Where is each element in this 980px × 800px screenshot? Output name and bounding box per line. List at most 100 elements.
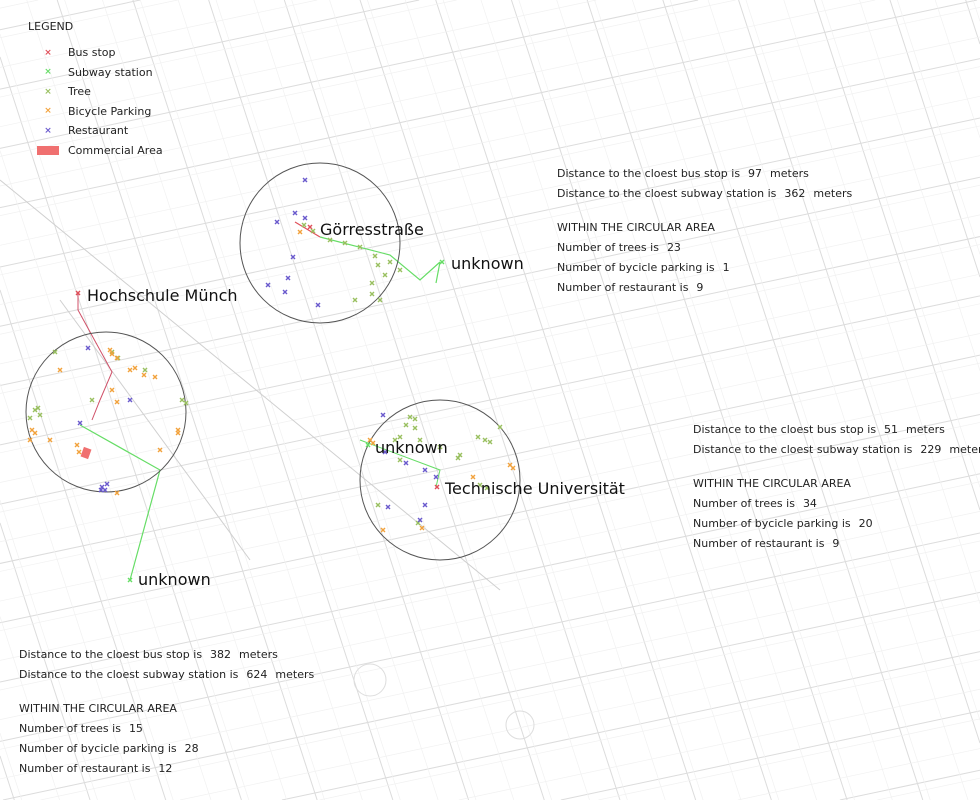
bicycle-parking-marker xyxy=(27,437,33,443)
bus-distance: 51 xyxy=(884,423,899,436)
street-line xyxy=(0,522,91,800)
label-tu: Technische Universität xyxy=(445,479,625,498)
street-line xyxy=(839,769,980,800)
bicycle-parking-marker xyxy=(470,474,476,480)
street-line xyxy=(669,0,931,800)
legend-item: × Tree xyxy=(28,82,163,102)
street-line xyxy=(0,500,98,800)
bike: 20 xyxy=(858,517,873,530)
bus-distance-line: Distance to the cloest bus stop is 97 mete… xyxy=(557,164,852,184)
bicycle-parking-marker xyxy=(419,525,425,531)
street-line xyxy=(738,0,980,744)
street-line xyxy=(598,718,980,800)
street-line xyxy=(632,0,893,800)
street-line xyxy=(0,236,980,446)
street-line xyxy=(359,0,621,800)
tree-marker xyxy=(484,485,490,491)
bus-distance: 97 xyxy=(748,167,763,180)
street-line xyxy=(0,616,60,800)
subway-prefix: Distance to the cloest subway station is xyxy=(19,668,239,681)
street-line xyxy=(281,651,980,800)
bus-unit: meters xyxy=(239,648,278,661)
street-line xyxy=(0,0,978,209)
trees-count-line: Number of trees is 15 xyxy=(19,719,314,739)
bicycle-parking-marker xyxy=(370,440,376,446)
street-line xyxy=(737,748,980,800)
rest: 9 xyxy=(832,537,840,550)
bicycle-parking-marker xyxy=(107,347,113,353)
subway-station-marker xyxy=(439,259,445,265)
bike: 1 xyxy=(722,261,730,274)
bike-count-line: Number of bycicle parking is 28 xyxy=(19,739,314,759)
bicycle-parking-marker xyxy=(380,527,386,533)
bicycle-parking-marker xyxy=(57,367,63,373)
street-line xyxy=(2,591,980,800)
subway-station-marker xyxy=(127,577,133,583)
bus-stop-marker xyxy=(434,484,440,490)
rest-prefix: Number of restaurant is xyxy=(557,281,689,294)
tree-marker xyxy=(342,240,348,246)
bicycle-parking-marker xyxy=(157,447,163,453)
street-line xyxy=(0,214,980,424)
cross-marker-icon: × xyxy=(44,47,52,58)
street-line xyxy=(877,777,980,800)
bicycle-parking-marker xyxy=(127,367,133,373)
bus-prefix: Distance to the cloest bus stop is xyxy=(19,648,203,661)
bike-count-line: Number of bycicle parking is 1 xyxy=(557,258,852,278)
tree-marker xyxy=(369,291,375,297)
restaurant-count-line: Number of restaurant is 12 xyxy=(19,759,314,779)
restaurant-marker xyxy=(285,275,291,281)
street-line xyxy=(404,0,666,800)
legend: LEGEND × Bus stop × Subway station × Tree × Bic… xyxy=(28,20,163,160)
street-line xyxy=(0,383,136,800)
legend-item-label: Commercial Area xyxy=(68,143,163,157)
tree-marker xyxy=(52,349,58,355)
street-line xyxy=(367,0,628,800)
restaurant-marker xyxy=(385,504,391,510)
restaurant-marker xyxy=(302,177,308,183)
street-line xyxy=(0,34,250,800)
street-line xyxy=(208,0,470,800)
trees-count-line: Number of trees is 23 xyxy=(557,238,852,258)
subway-prefix: Distance to the cloest subway station is xyxy=(693,443,913,456)
roundabout xyxy=(505,710,535,740)
street-line xyxy=(594,0,855,800)
street-line xyxy=(0,0,420,90)
cross-marker-icon: × xyxy=(44,86,52,97)
tree-marker xyxy=(35,405,41,411)
bus-distance-line: Distance to the cloest bus stop is 382 met… xyxy=(19,645,314,665)
bus-unit: meters xyxy=(770,167,809,180)
section-heading: WITHIN THE CIRCULAR AREA xyxy=(19,699,314,719)
street-line xyxy=(291,0,552,800)
tree-marker xyxy=(482,437,488,443)
restaurant-marker xyxy=(422,502,428,508)
street-line xyxy=(0,511,980,721)
bus-stop-marker xyxy=(307,224,313,230)
street-line xyxy=(0,0,318,68)
street-line xyxy=(560,710,980,800)
street-line xyxy=(0,36,980,246)
legend-item-label: Restaurant xyxy=(68,124,129,138)
tree-marker xyxy=(457,452,463,458)
street-line xyxy=(139,0,401,800)
tree-marker xyxy=(392,437,398,443)
label-gorres-subway: unknown xyxy=(451,254,524,273)
street-line xyxy=(0,333,980,543)
street-line xyxy=(662,0,924,800)
subway-route xyxy=(435,261,441,284)
street-line xyxy=(319,659,980,800)
restaurant-marker xyxy=(315,302,321,308)
street-line xyxy=(0,179,501,591)
tree-marker xyxy=(115,355,121,361)
street-line xyxy=(132,0,394,800)
tree-marker xyxy=(455,455,461,461)
street-line xyxy=(0,58,980,268)
tree-marker xyxy=(32,407,38,413)
bicycle-parking-marker xyxy=(76,449,82,455)
subway-distance-line: Distance to the cloest subway station is… xyxy=(19,665,314,685)
restaurant-marker xyxy=(422,467,428,473)
legend-item: × Bus stop xyxy=(28,43,163,63)
bus-prefix: Distance to the cloest bus stop is xyxy=(693,423,877,436)
